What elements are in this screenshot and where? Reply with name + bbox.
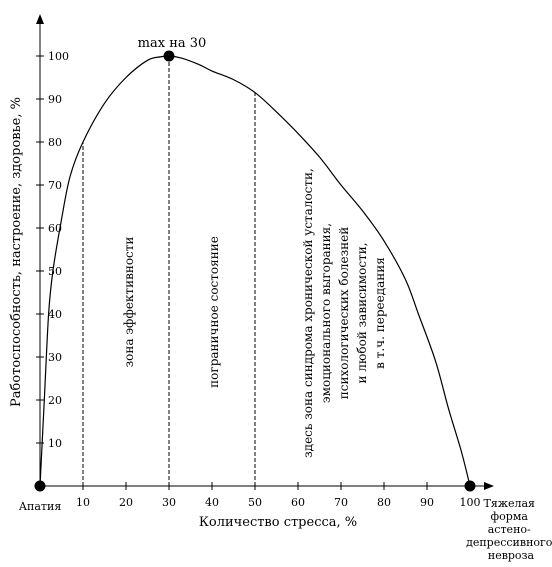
y-tick-label: 40 bbox=[48, 308, 62, 321]
max-label: max на 30 bbox=[138, 36, 207, 51]
ticks: 10 20 30 40 50 60 70 80 90 100 10 20 30 40 50 60 70 80 90 1… bbox=[36, 50, 481, 509]
y-tick-label: 70 bbox=[48, 179, 62, 192]
performance-curve bbox=[39, 55, 471, 487]
highlight-points bbox=[34, 50, 476, 492]
start-label: Апатия bbox=[19, 500, 62, 513]
y-axis-title: Работоспособность, настроение, здоровье,… bbox=[9, 97, 24, 407]
end-label-line: форма bbox=[491, 510, 529, 523]
y-tick-label: 20 bbox=[48, 394, 62, 407]
y-tick-label: 50 bbox=[48, 265, 62, 278]
zone-label-borderline: пограничное состояние bbox=[207, 236, 221, 388]
x-tick-label: 30 bbox=[162, 496, 176, 509]
y-tick-label: 100 bbox=[48, 50, 69, 63]
x-tick-label: 80 bbox=[377, 496, 391, 509]
y-tick-label: 80 bbox=[48, 136, 62, 149]
x-tick-label: 40 bbox=[205, 496, 219, 509]
axes bbox=[36, 14, 494, 490]
zone-label-fatigue: здесь зона синдрома хронической усталост… bbox=[301, 168, 387, 458]
end-label-line: Тяжелая bbox=[484, 497, 535, 510]
end-label-line: депрессивного bbox=[466, 536, 552, 549]
highlight-point bbox=[34, 480, 46, 492]
y-axis-arrow bbox=[36, 14, 44, 24]
x-tick-label: 70 bbox=[334, 496, 348, 509]
x-tick-label: 100 bbox=[460, 496, 481, 509]
end-label-line: астено- bbox=[488, 523, 531, 536]
y-tick-label: 10 bbox=[48, 437, 62, 450]
highlight-point bbox=[163, 50, 175, 62]
y-tick-label: 30 bbox=[48, 351, 62, 364]
zone-label-line: и любой зависимости, bbox=[355, 242, 369, 383]
x-axis-title: Количество стресса, % bbox=[199, 515, 357, 530]
zone-label-line: в т.ч. переедания bbox=[373, 257, 387, 369]
x-axis-arrow bbox=[484, 482, 494, 490]
end-label-line: невроза bbox=[488, 549, 535, 562]
x-tick-label: 20 bbox=[119, 496, 133, 509]
x-tick-label: 50 bbox=[248, 496, 262, 509]
zone-label-line: эмоционального выгорания, bbox=[319, 223, 333, 403]
y-tick-label: 60 bbox=[48, 222, 62, 235]
reference-lines bbox=[82, 56, 256, 486]
y-tick-label: 90 bbox=[48, 93, 62, 106]
x-tick-label: 60 bbox=[291, 496, 305, 509]
zone-label-efficiency: зона эффективности bbox=[122, 237, 136, 368]
zone-label-line: здесь зона синдрома хронической усталост… bbox=[301, 168, 315, 458]
end-label: Тяжелая форма астено- депрессивного невр… bbox=[466, 497, 552, 562]
zone-label-line: психологических болезней bbox=[337, 227, 351, 400]
x-tick-label: 10 bbox=[76, 496, 90, 509]
x-tick-label: 90 bbox=[420, 496, 434, 509]
highlight-point bbox=[464, 480, 476, 492]
